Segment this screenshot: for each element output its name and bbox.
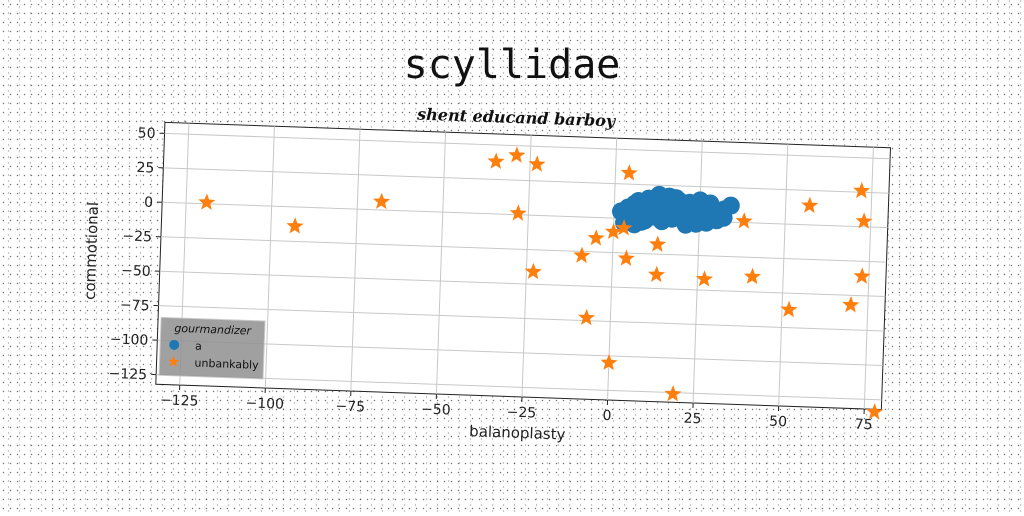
x-tick-label: 75 [854,417,872,434]
legend-label-unbankably: unbankably [194,357,259,372]
y-tick-label: −25 [122,228,152,245]
y-tick-label: 25 [136,160,154,177]
y-tick-label: −75 [120,297,150,314]
x-tick-label: 0 [602,408,611,424]
y-tick-label: −50 [121,263,151,280]
x-tick-label: 25 [683,411,701,428]
x-tick-label: −25 [506,404,536,421]
y-tick-label: 50 [137,125,155,142]
plot-area: −125 −100 −75 −50 −25 0 25 50 75 50 25 0 −25 −50 −75 −1… [76,120,892,455]
x-tick-label: −125 [160,392,199,409]
x-tick-label: 50 [769,414,787,431]
y-tick-label: −100 [110,331,149,348]
x-tick-label: −50 [421,401,451,418]
y-tick-label: 0 [144,195,153,211]
legend: gourmandizer a unbankably [159,317,265,379]
legend-label-a: a [195,340,202,353]
y-tick-label: −125 [108,366,147,383]
x-axis-label: balanoplasty [469,422,566,443]
chart-subtitle: shent educand barboy [416,105,617,131]
y-axis-label: commotional [81,202,102,300]
x-tick-label: −75 [335,399,365,416]
chart-title: scyllidae [404,42,621,88]
x-tick-label: −100 [245,395,284,412]
legend-title: gourmandizer [174,322,253,338]
